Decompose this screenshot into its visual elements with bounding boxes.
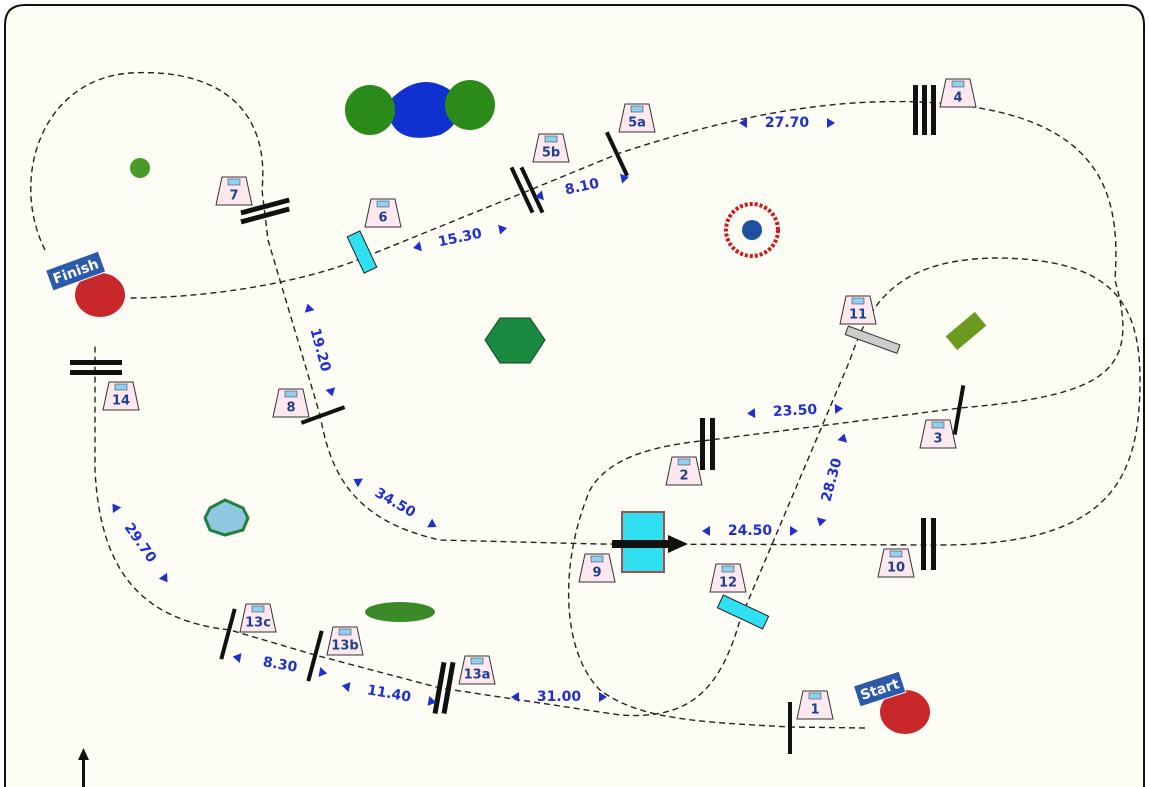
station-sign: 13b (327, 627, 363, 655)
distance-label: 27.70 (765, 115, 810, 131)
station-number: 6 (378, 211, 387, 226)
station-sign: 8 (273, 389, 309, 417)
sign-icon (377, 201, 389, 207)
sign-icon (809, 693, 821, 699)
station-number: 14 (112, 394, 130, 409)
station-number: 2 (679, 469, 688, 484)
sign-icon (285, 391, 297, 397)
sign-icon (952, 81, 964, 87)
station-sign: 14 (103, 382, 139, 410)
distance-label: 23.50 (772, 402, 817, 420)
station-sign: 13a (459, 656, 495, 684)
station-number: 10 (887, 561, 905, 576)
station-sign: 7 (216, 177, 252, 205)
sign-icon (722, 566, 734, 572)
sign-icon (678, 459, 690, 465)
sign-icon (852, 298, 864, 304)
station-number: 13a (464, 668, 491, 683)
station-number: 4 (953, 91, 962, 106)
station-sign: 1 (797, 691, 833, 719)
station-sign: 12 (710, 564, 746, 592)
station-number: 13c (245, 616, 271, 631)
sign-icon (471, 658, 483, 664)
station-sign: 9 (579, 554, 615, 582)
station-sign: 4 (940, 79, 976, 107)
station-sign: 10 (878, 549, 914, 577)
station-number: 12 (719, 576, 737, 591)
station-sign: 2 (666, 457, 702, 485)
distance-label: 24.50 (728, 523, 773, 539)
sign-icon (932, 422, 944, 428)
station-sign: 6 (365, 199, 401, 227)
station-sign: 5b (533, 134, 569, 162)
sign-icon (591, 556, 603, 562)
sign-icon (339, 629, 351, 635)
station-number: 8 (286, 401, 295, 416)
station-number: 5b (542, 146, 560, 161)
station-sign: 13c (240, 604, 276, 632)
station-number: 3 (933, 432, 942, 447)
canvas-border (5, 5, 1144, 787)
station-number: 5a (628, 116, 646, 131)
station-number: 1 (810, 703, 819, 718)
sign-icon (545, 136, 557, 142)
sign-icon (631, 106, 643, 112)
sign-icon (252, 606, 264, 612)
station-sign: 5a (619, 104, 655, 132)
station-number: 11 (849, 308, 867, 323)
sign-icon (228, 179, 240, 185)
station-sign: 11 (840, 296, 876, 324)
station-sign: 3 (920, 420, 956, 448)
station-number: 9 (592, 566, 601, 581)
station-number: 13b (331, 639, 358, 654)
distance-label: 31.00 (537, 689, 582, 705)
course-map: Start Finish 12345a5b678910111213a13b13c… (0, 0, 1149, 787)
sign-icon (115, 384, 127, 390)
sign-icon (890, 551, 902, 557)
station-number: 7 (229, 189, 238, 204)
